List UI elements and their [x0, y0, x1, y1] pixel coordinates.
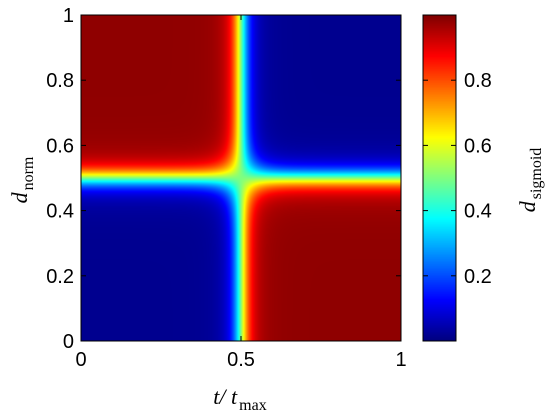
colorbar-tick-label: 0.4 — [464, 201, 492, 223]
y-tick-label: 0 — [63, 331, 74, 353]
colorbar-label: dsigmoid — [515, 148, 545, 213]
y-tick-label: 0.4 — [46, 201, 74, 223]
colorbar-image — [423, 15, 456, 341]
y-tick-label: 1 — [63, 5, 74, 27]
y-tick-label: 0.8 — [46, 70, 74, 92]
heatmap-image — [81, 15, 401, 341]
x-axis-label: t/ t max — [213, 384, 266, 414]
x-tick-label: 0 — [75, 349, 86, 371]
x-tick-label: 1 — [395, 349, 406, 371]
x-ticks: 0 0.5 1 — [75, 15, 407, 371]
x-tick-label: 0.5 — [227, 349, 255, 371]
axes-layer — [80, 14, 457, 342]
y-tick-label: 0.6 — [46, 135, 74, 157]
y-ticks: 0 0.2 0.4 0.6 0.8 1 — [46, 5, 401, 353]
plot-frame — [80, 14, 402, 342]
colorbar-frame — [422, 14, 457, 342]
colorbar-tick-label: 0.8 — [464, 70, 492, 92]
y-tick-label: 0.2 — [46, 266, 74, 288]
colorbar-tick-label: 0.6 — [464, 135, 492, 157]
colorbar-ticks: 0.2 0.4 0.6 0.8 — [423, 70, 492, 288]
y-axis-label: dnorm — [7, 156, 37, 203]
colorbar-tick-label: 0.2 — [464, 266, 492, 288]
